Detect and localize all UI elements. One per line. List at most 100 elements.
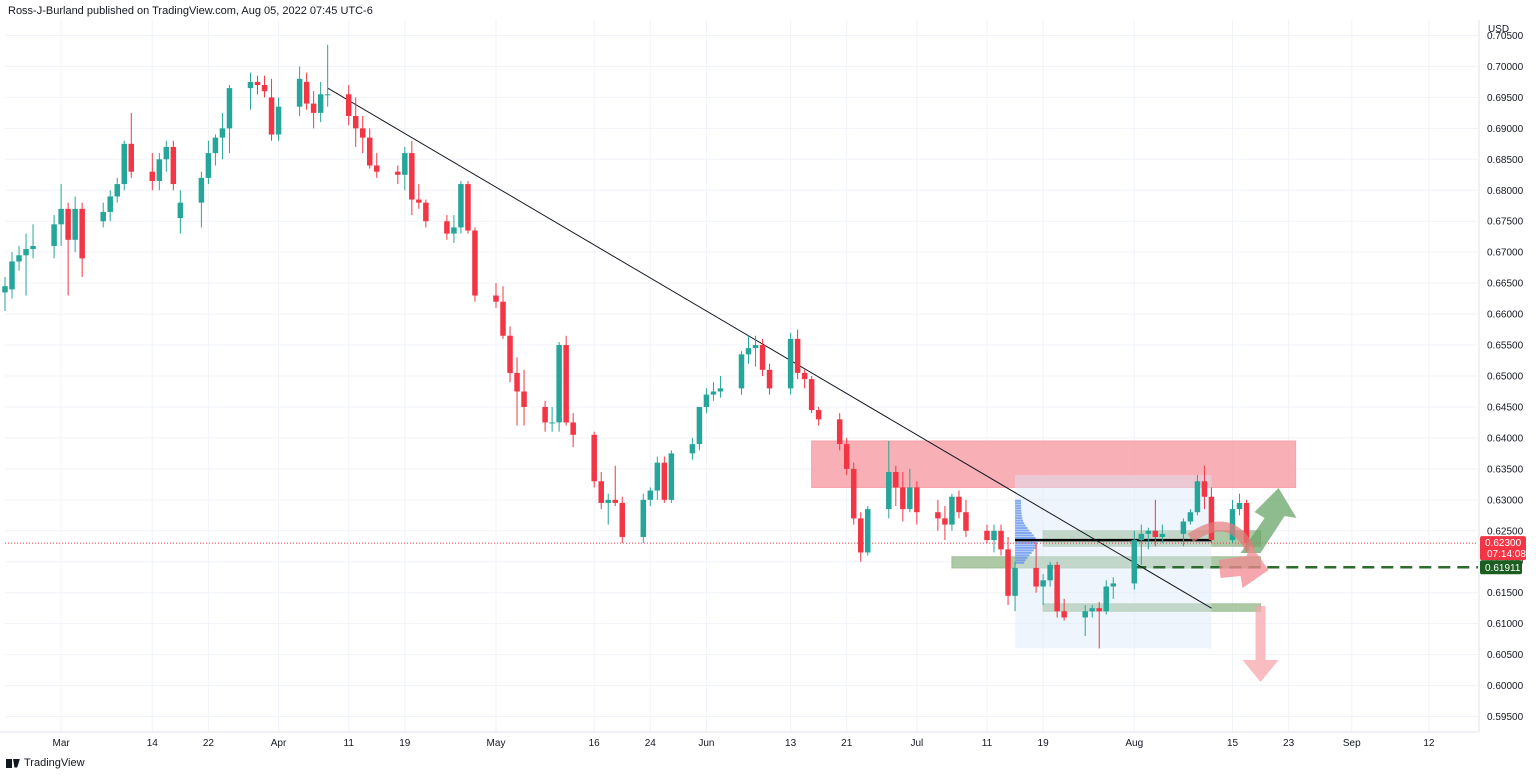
candle-body xyxy=(900,487,906,510)
date-tick-label: May xyxy=(487,738,506,749)
candle-body xyxy=(317,94,324,113)
volume-profile-bar xyxy=(1015,507,1022,510)
candle-body xyxy=(1145,530,1152,534)
candle-body xyxy=(458,184,464,228)
candle-body xyxy=(914,487,920,513)
candle-body xyxy=(661,462,668,500)
currency-label: USD xyxy=(1488,24,1509,35)
tradingview-brand: TradingView xyxy=(24,757,85,769)
volume-profile-bar xyxy=(1015,559,1026,562)
candle-body xyxy=(843,444,850,469)
price-tick-label: 0.67500 xyxy=(1487,217,1524,228)
price-tick-label: 0.65500 xyxy=(1487,341,1524,352)
price-tick-label: 0.68000 xyxy=(1487,186,1524,197)
date-tick-label: Jun xyxy=(698,738,714,749)
candle-body xyxy=(423,202,429,222)
volume-profile-bar xyxy=(1015,504,1022,507)
long-bearish-arrow xyxy=(1242,606,1279,682)
candle-body xyxy=(836,419,843,445)
price-tick-label: 0.64000 xyxy=(1487,433,1524,444)
candle-body xyxy=(942,518,948,525)
candle-body xyxy=(1236,502,1243,510)
candle-body xyxy=(949,496,955,525)
candle-body xyxy=(865,509,871,553)
price-tick-label: 0.59500 xyxy=(1487,712,1524,723)
candle-body xyxy=(493,295,499,302)
date-tick-label: Apr xyxy=(271,738,287,749)
candle-body xyxy=(591,434,597,482)
volume-profile-bar xyxy=(1015,556,1028,559)
level-price-tag xyxy=(1480,560,1522,575)
candle-body xyxy=(752,345,759,349)
volume-profile-bar xyxy=(1015,517,1023,520)
candle-body xyxy=(549,422,555,424)
candle-body xyxy=(998,530,1004,550)
candle-body xyxy=(1110,583,1117,587)
price-tick-label: 0.63500 xyxy=(1487,464,1524,475)
candle-body xyxy=(107,196,113,212)
candle-body xyxy=(1103,586,1109,612)
volume-profile-bar xyxy=(1015,534,1034,537)
candle-body xyxy=(72,208,78,240)
volume-profile-bar xyxy=(1015,519,1024,522)
candle-body xyxy=(717,388,724,392)
candle-body xyxy=(1047,564,1053,581)
candle-body xyxy=(156,159,163,181)
candle-body xyxy=(51,224,57,246)
volume-profile-bar xyxy=(1015,509,1022,512)
candle-body xyxy=(745,348,752,355)
volume-profile-bar xyxy=(1015,512,1022,515)
volume-profile-bar xyxy=(1015,522,1025,525)
candle-body xyxy=(345,94,352,116)
candle-body xyxy=(500,301,506,336)
candle-body xyxy=(198,177,205,203)
price-tick-label: 0.70500 xyxy=(1487,31,1524,42)
candle-body xyxy=(1243,502,1250,544)
candle-body xyxy=(226,88,233,129)
candle-body xyxy=(170,146,177,185)
candle-body xyxy=(254,81,261,86)
candle-body xyxy=(1033,567,1039,587)
candle-body xyxy=(857,518,864,553)
candle-body xyxy=(100,211,106,222)
candle-body xyxy=(654,462,661,491)
price-tick-label: 0.61000 xyxy=(1487,619,1524,630)
last-price-tag xyxy=(1480,536,1526,561)
candle-body xyxy=(668,453,675,500)
date-tick-label: Sep xyxy=(1343,738,1361,749)
date-tick-label: 13 xyxy=(785,738,797,749)
candle-body xyxy=(991,530,997,541)
date-tick-label: Mar xyxy=(52,738,70,749)
date-tick-label: 14 xyxy=(147,738,159,749)
price-tick-label: 0.63000 xyxy=(1487,495,1524,506)
candle-body xyxy=(703,394,710,407)
candle-body xyxy=(1187,512,1194,522)
volume-profile-bar xyxy=(1015,541,1038,544)
candle-body xyxy=(114,184,120,197)
candle-body xyxy=(177,202,184,219)
volume-profile-bar xyxy=(1015,532,1032,535)
price-tick-label: 0.68500 xyxy=(1487,155,1524,166)
volume-profile-bar xyxy=(1015,551,1032,554)
bearish-arrow xyxy=(1218,545,1269,588)
volume-profile-bar xyxy=(1015,527,1028,530)
candle-body xyxy=(79,208,85,259)
candle-body xyxy=(850,468,857,519)
date-tick-label: 22 xyxy=(203,738,215,749)
candle-body xyxy=(30,245,36,250)
candle-body xyxy=(1194,481,1201,513)
candle-body xyxy=(374,165,380,172)
volume-profile-bar xyxy=(1015,514,1022,517)
price-tick-label: 0.67000 xyxy=(1487,248,1524,259)
volume-profile-bar xyxy=(1015,549,1034,552)
candle-body xyxy=(1138,533,1145,541)
tradingview-footer[interactable]: TradingView xyxy=(6,757,85,769)
price-tick-label: 0.60500 xyxy=(1487,650,1524,661)
candle-body xyxy=(710,391,717,395)
candle-body xyxy=(1054,564,1060,612)
date-tick-label: 24 xyxy=(645,738,657,749)
date-tick-label: Aug xyxy=(1125,738,1143,749)
candle-body xyxy=(507,335,513,373)
candle-body xyxy=(1131,540,1138,584)
